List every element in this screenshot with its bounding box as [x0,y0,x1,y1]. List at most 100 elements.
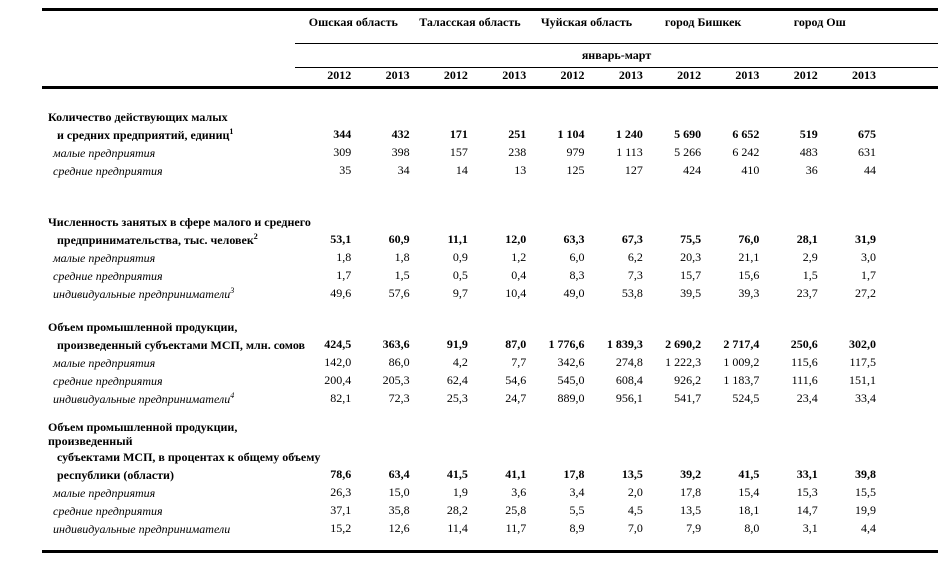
section-title: предпринимательства, тыс. человек2 [57,231,258,247]
spacer-cell [42,303,938,318]
value-cell: 171 [449,127,468,141]
section-title: Объем промышленной продукции, [48,319,238,334]
value-cell: 9,7 [452,286,468,300]
value-cell: 3,1 [802,521,818,535]
year-column-header: 2012 [411,67,470,89]
value-cell [470,213,528,231]
section-title: произведенный [48,433,133,448]
value-cell [645,434,703,448]
value-cell: 142,0 [324,355,352,369]
value-cell: 1 009,2 [723,355,760,369]
row-label: малые предприятия [53,250,156,265]
footnote-mark: 2 [253,231,258,241]
value-cell: 3,6 [511,485,527,499]
value-cell: 5,5 [569,503,585,517]
value-cell [761,420,819,434]
row-label: малые предприятия [53,355,156,370]
section-title-row: произведенный субъектами МСП, млн. сомов… [42,336,938,354]
value-cell: 410 [741,163,760,177]
value-cell [703,108,761,126]
year-column-header: 2012 [528,67,587,89]
value-cell: 17,8 [680,485,702,499]
value-cell: 309 [333,145,352,159]
spacer-row [42,303,938,318]
value-cell: 524,5 [732,391,760,405]
value-cell [761,448,819,466]
value-cell: 889,0 [557,391,585,405]
value-cell: 11,4 [447,521,468,535]
row-label: средние предприятия [53,373,163,388]
value-cell: 1 113 [616,145,643,159]
value-cell [528,448,586,466]
year-column-header: 2013 [469,67,529,89]
value-cell [353,108,411,126]
spacer-row [42,88,938,108]
spacer-cell [878,231,938,249]
period-header-row: январь-март [42,43,939,68]
value-cell: 75,5 [680,232,702,246]
section-title-row: произведенный [42,434,938,448]
value-cell: 7,7 [511,355,527,369]
value-cell [528,213,586,231]
year-column-header: 2013 [586,67,645,89]
value-cell: 19,9 [855,503,877,517]
value-cell: 72,3 [388,391,410,405]
corner-cell [42,10,295,44]
section-title: произведенный субъектами МСП, млн. сомов [57,337,305,352]
value-cell: 115,6 [791,355,818,369]
value-cell: 675 [858,127,877,141]
value-cell: 49,0 [563,286,585,300]
data-row: малые предприятия 26,3 15,0 1,9 3,6 3,4 2,0 17,… [42,484,938,502]
value-cell: 398 [391,145,410,159]
value-cell: 82,1 [330,391,352,405]
spacer-cell [878,267,938,285]
value-cell [761,318,819,336]
value-cell: 78,6 [330,467,352,481]
row-label: малые предприятия [53,145,156,160]
value-cell: 25,3 [446,391,468,405]
value-cell [470,448,528,466]
section-title: и средних предприятий, единиц1 [57,126,234,142]
value-cell [353,448,411,466]
value-cell: 342,6 [557,355,585,369]
section-title-row: Количество действующих малых [42,108,938,126]
value-cell: 23,7 [796,286,818,300]
section-title-row: субъектами МСП, в процентах к общему объ… [42,448,938,466]
value-cell: 238 [508,145,527,159]
value-cell [587,420,645,434]
section-title-row: и средних предприятий, единиц1 344 432 171 2… [42,126,938,144]
footnote-mark: 1 [229,126,234,136]
value-cell: 979 [566,145,585,159]
value-cell [295,434,353,448]
value-cell: 250,6 [790,337,818,351]
value-cell: 608,4 [615,373,643,387]
value-cell: 1,2 [511,250,527,264]
value-cell: 41,5 [738,467,760,481]
value-cell [703,318,761,336]
value-cell: 14,7 [796,503,818,517]
value-cell: 53,8 [621,286,643,300]
value-cell: 1 776,6 [548,337,585,351]
value-cell [412,318,470,336]
value-cell [353,213,411,231]
value-cell: 35,8 [388,503,410,517]
value-cell [820,420,878,434]
value-cell: 0,4 [511,268,527,282]
value-cell: 1 222,3 [665,355,702,369]
value-cell: 31,9 [855,232,877,246]
section-title: Объем промышленной продукции, [48,419,238,434]
row-label: индивидуальные предприниматели4 [53,390,235,406]
value-cell: 0,5 [452,268,468,282]
value-cell: 8,3 [569,268,585,282]
value-cell [645,318,703,336]
value-cell: 7,3 [627,268,643,282]
value-cell: 39,3 [738,286,760,300]
value-cell: 424 [683,163,702,177]
value-cell [295,108,353,126]
value-cell: 1,7 [861,268,877,282]
spacer-row [42,408,938,420]
row-label: индивидуальные предприниматели [53,521,231,536]
column-group-oshskaya-oblast: Ошская область [295,9,412,44]
value-cell: 54,6 [505,373,527,387]
sme-statistics-table: Ошская область Таласская область Чуйская… [42,8,939,553]
